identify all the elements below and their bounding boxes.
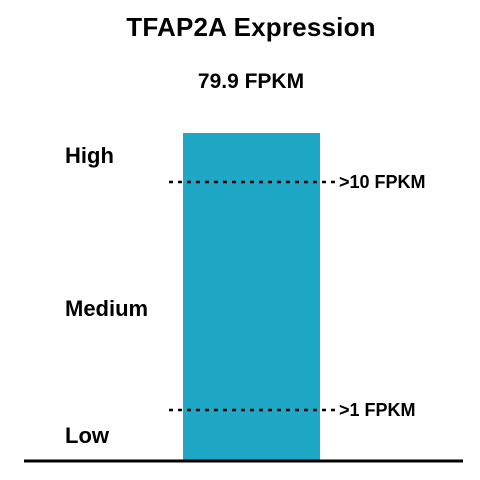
threshold-label-10: >10 FPKM	[339, 172, 426, 192]
level-label-low: Low	[65, 423, 110, 448]
expression-bar	[183, 133, 320, 461]
level-label-medium: Medium	[65, 296, 148, 321]
threshold-label-1: >1 FPKM	[339, 400, 416, 420]
level-label-high: High	[65, 143, 114, 168]
expression-value-label: 79.9 FPKM	[197, 70, 305, 93]
chart-title: TFAP2A Expression	[126, 12, 376, 42]
